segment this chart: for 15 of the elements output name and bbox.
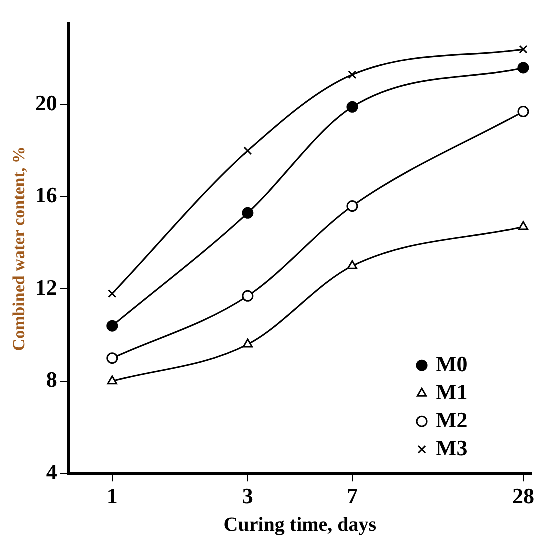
x-tick-label: 28 [512,483,534,508]
x-tick-label: 7 [346,483,358,508]
legend-label: M2 [436,407,468,432]
x-tick-label: 1 [106,483,118,508]
legend-label: M1 [436,379,468,404]
y-axis-title: Combined water content, % [10,146,29,352]
y-tick-label: 8 [46,367,58,392]
legend-label: M3 [436,435,468,460]
x-axis-title: Curing time, days [224,514,377,536]
y-tick-label: 20 [35,90,58,116]
x-tick-label: 3 [242,483,254,508]
y-tick-label: 12 [35,274,58,300]
legend-label: M0 [436,351,468,376]
y-tick-label: 4 [46,459,58,484]
y-tick-label: 16 [35,182,58,208]
